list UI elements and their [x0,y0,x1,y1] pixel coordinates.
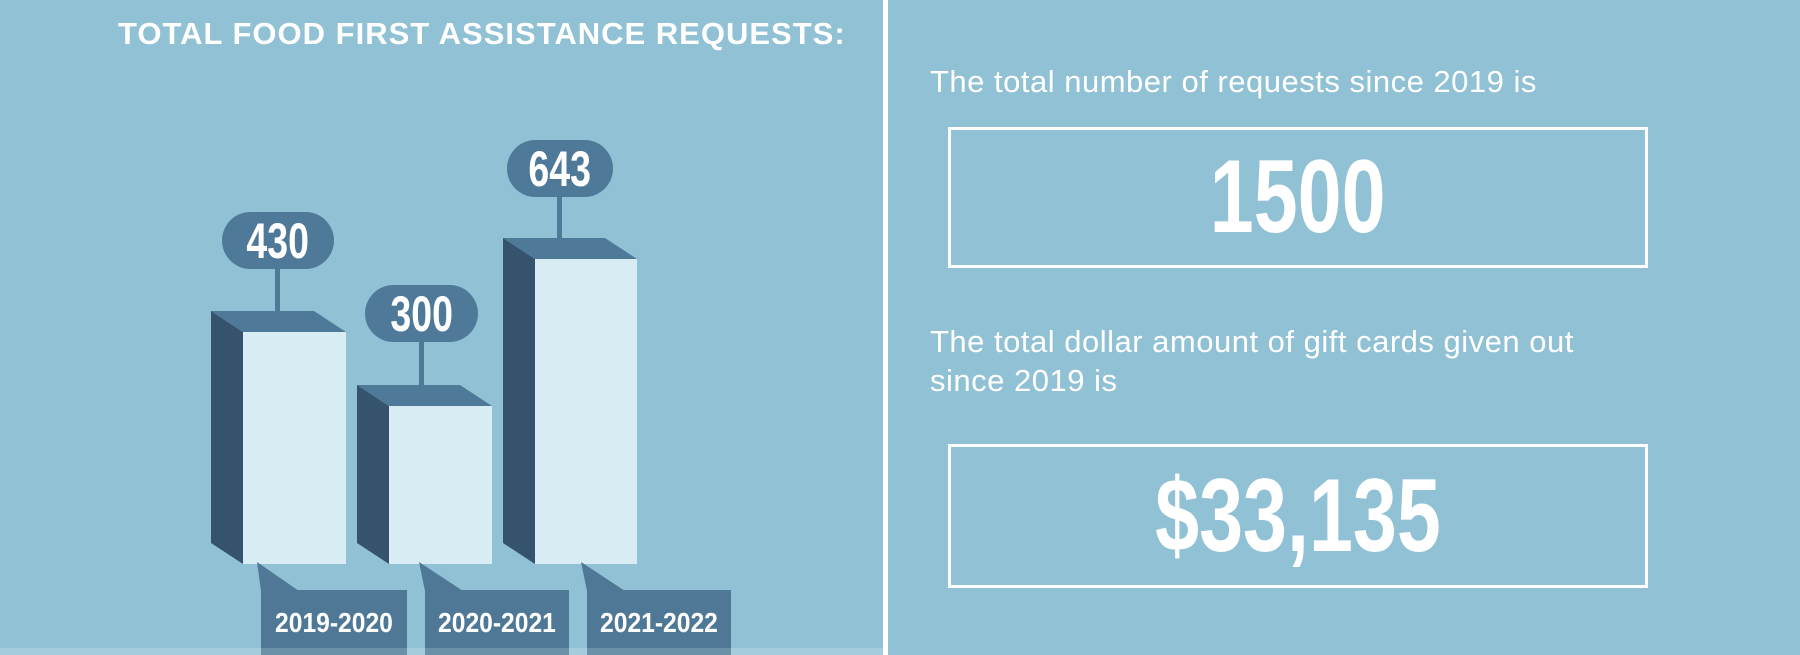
year-label: 2021-2022 [600,606,718,638]
year-label-box: 2019-2020 [261,590,407,655]
bar-top-face [357,385,492,406]
value-label: 430 [246,212,310,269]
year-label: 2019-2020 [275,606,393,638]
bar-front-face [535,259,637,564]
bar-top-face [503,238,637,259]
giftcards-caption: The total dollar amount of gift cards gi… [930,324,1574,398]
year-label-box: 2021-2022 [587,590,731,655]
bar-front-face [243,332,346,564]
chart-title: TOTAL FOOD FIRST ASSISTANCE REQUESTS: [118,16,846,51]
bar-front-face [389,406,492,564]
bar-side-face [503,238,535,564]
requests-caption: The total number of requests since 2019 … [930,64,1537,99]
label-pointer [419,562,463,591]
giftcards-value: $33,135 [1155,457,1441,574]
label-pointer [581,562,625,591]
bar-side-face [357,385,389,564]
label-pointer [257,562,299,591]
pill-connector-line [557,195,562,262]
giftcards-value-box: $33,135 [948,444,1648,588]
bar-side-face [211,311,243,564]
value-label: 300 [390,285,453,342]
bar-top-face [211,311,346,332]
requests-value: 1500 [1210,139,1386,255]
pill-connector-line [419,340,424,410]
value-pill: 643 [507,140,613,197]
value-label: 643 [528,140,592,197]
bottom-strip [0,648,883,655]
value-pill: 430 [222,212,334,269]
value-pill: 300 [365,285,478,342]
year-label-box: 2020-2021 [425,590,569,655]
pill-connector-line [275,266,280,336]
requests-value-box: 1500 [948,127,1648,268]
panel-divider [883,0,888,655]
year-label: 2020-2021 [438,606,556,638]
